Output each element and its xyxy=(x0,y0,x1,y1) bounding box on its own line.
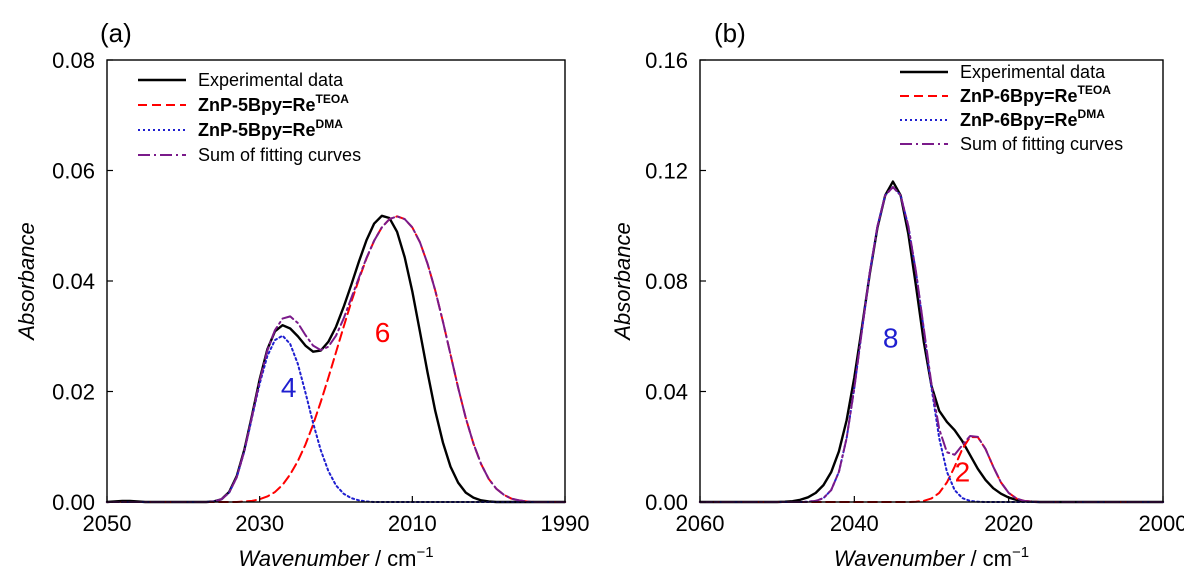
y-tick-label: 0.08 xyxy=(52,48,95,73)
x-tick-label: 1990 xyxy=(541,511,590,536)
x-axis-title-main: Wavenumber xyxy=(834,546,966,571)
y-tick-label: 0.00 xyxy=(52,490,95,515)
legend-label-sup: DMA xyxy=(316,117,344,131)
chart-panel-b: (b) 2060 2040 2020 2000 0.00 0.04 0.08 0.12 0.16 W… xyxy=(610,18,1184,571)
chart-panel-a: (a) 2050 2030 2010 1990 0.00 0.02 0.04 0.06 0.08 W… xyxy=(14,18,589,571)
x-tick-label: 2050 xyxy=(83,511,132,536)
x-tick-label: 2060 xyxy=(676,511,725,536)
x-axis-title-unit: / cm xyxy=(964,546,1012,571)
legend-label-text: Experimental data xyxy=(198,70,344,90)
y-tick-label: 0.04 xyxy=(52,269,95,294)
x-tick-label: 2010 xyxy=(388,511,437,536)
legend-label-1: Experimental data xyxy=(960,62,1106,82)
legend: Experimental dataZnP-6Bpy=ReTEOAZnP-6Bpy… xyxy=(900,62,1123,154)
legend-label-text: ZnP-6Bpy=Re xyxy=(960,110,1078,130)
legend-label-text: Experimental data xyxy=(960,62,1106,82)
x-axis-title-unit: / cm xyxy=(369,546,417,571)
y-tick-label: 0.02 xyxy=(52,380,95,405)
legend-label-3: ZnP-6Bpy=ReDMA xyxy=(960,107,1105,130)
x-axis-title: Wavenumber / cm−1 xyxy=(238,544,433,571)
series-line-4 xyxy=(699,186,1164,503)
panel-label: (a) xyxy=(100,18,132,48)
legend-label-sup: TEOA xyxy=(1078,83,1112,97)
series-line-3 xyxy=(106,334,566,503)
x-axis-title: Wavenumber / cm−1 xyxy=(834,544,1029,571)
panel-label: (b) xyxy=(714,18,746,48)
series-group xyxy=(105,214,567,504)
legend-label-text: Sum of fitting curves xyxy=(198,145,361,165)
legend-label-text: Sum of fitting curves xyxy=(960,134,1123,154)
series-line-1 xyxy=(105,214,567,504)
series-line-2 xyxy=(106,215,566,503)
x-axis-title-sup: −1 xyxy=(417,544,434,561)
x-tick-label: 2000 xyxy=(1139,511,1184,536)
legend-label-2: ZnP-5Bpy=ReTEOA xyxy=(198,92,349,115)
legend-label-text: ZnP-5Bpy=Re xyxy=(198,120,316,140)
x-tick-label: 2020 xyxy=(984,511,1033,536)
y-tick-label: 0.00 xyxy=(645,490,688,515)
plot-frame xyxy=(699,59,1164,503)
legend: Experimental dataZnP-5Bpy=ReTEOAZnP-5Bpy… xyxy=(138,70,361,165)
y-axis-title: Absorbance xyxy=(14,222,39,341)
series-line-4 xyxy=(106,215,566,503)
annotation-label: 2 xyxy=(955,456,971,487)
legend-label-text: ZnP-6Bpy=Re xyxy=(960,86,1078,106)
legend-label-sup: TEOA xyxy=(316,92,350,106)
annotation-label: 6 xyxy=(375,317,391,348)
y-tick-label: 0.12 xyxy=(645,159,688,184)
x-tick-label: 2030 xyxy=(235,511,284,536)
x-axis-title-main: Wavenumber xyxy=(238,546,370,571)
y-tick-label: 0.16 xyxy=(645,48,688,73)
legend-label-4: Sum of fitting curves xyxy=(960,134,1123,154)
y-tick-label: 0.06 xyxy=(52,159,95,184)
x-axis-title-sup: −1 xyxy=(1012,544,1029,561)
y-tick-label: 0.04 xyxy=(645,380,688,405)
legend-label-3: ZnP-5Bpy=ReDMA xyxy=(198,117,343,140)
series-line-1 xyxy=(698,180,1165,504)
legend-label-4: Sum of fitting curves xyxy=(198,145,361,165)
series-line-2 xyxy=(699,436,1164,503)
annotation-label: 8 xyxy=(883,322,899,353)
legend-label-sup: DMA xyxy=(1078,107,1106,121)
x-tick-label: 2040 xyxy=(830,511,879,536)
series-group xyxy=(698,180,1165,504)
y-axis-title: Absorbance xyxy=(610,222,635,341)
legend-label-1: Experimental data xyxy=(198,70,344,90)
legend-label-text: ZnP-5Bpy=Re xyxy=(198,95,316,115)
annotation-label: 4 xyxy=(281,372,297,403)
legend-label-2: ZnP-6Bpy=ReTEOA xyxy=(960,83,1111,106)
y-tick-label: 0.08 xyxy=(645,269,688,294)
series-line-3 xyxy=(699,186,1164,503)
